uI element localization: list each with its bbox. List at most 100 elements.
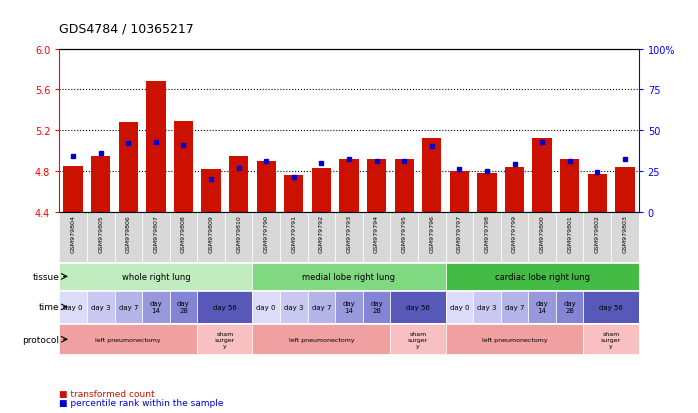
Bar xyxy=(556,212,584,263)
Bar xyxy=(505,167,524,212)
Bar xyxy=(445,212,473,263)
Bar xyxy=(584,212,611,263)
Bar xyxy=(584,291,639,323)
Bar xyxy=(142,291,170,323)
Bar xyxy=(170,291,198,323)
Bar xyxy=(445,291,473,323)
Bar xyxy=(59,263,253,290)
Bar xyxy=(174,122,193,212)
Bar xyxy=(390,324,445,354)
Text: day
28: day 28 xyxy=(563,301,576,314)
Text: day 7: day 7 xyxy=(119,304,138,310)
Text: tissue: tissue xyxy=(32,272,59,281)
Bar xyxy=(284,176,304,212)
Bar xyxy=(59,324,198,354)
Bar xyxy=(418,212,445,263)
Text: GSM979807: GSM979807 xyxy=(154,215,158,252)
Text: day 56: day 56 xyxy=(213,304,237,310)
Bar xyxy=(363,212,390,263)
Text: day 7: day 7 xyxy=(505,304,524,310)
Bar xyxy=(560,159,579,212)
Bar xyxy=(363,291,390,323)
Text: day 3: day 3 xyxy=(284,304,304,310)
Text: GSM979797: GSM979797 xyxy=(457,215,462,253)
Bar xyxy=(280,212,308,263)
Text: GSM979796: GSM979796 xyxy=(429,215,434,252)
Text: sham
surger
y: sham surger y xyxy=(215,331,235,348)
Bar xyxy=(477,173,496,212)
Text: day
14: day 14 xyxy=(343,301,355,314)
Text: day
28: day 28 xyxy=(177,301,190,314)
Text: GSM979809: GSM979809 xyxy=(209,215,214,252)
Bar xyxy=(91,156,110,212)
Text: GSM979803: GSM979803 xyxy=(623,215,628,252)
Bar xyxy=(257,161,276,212)
Text: day 0: day 0 xyxy=(64,304,83,310)
Text: GSM979804: GSM979804 xyxy=(70,215,75,252)
Text: GSM979808: GSM979808 xyxy=(181,215,186,252)
Bar xyxy=(114,212,142,263)
Text: GDS4784 / 10365217: GDS4784 / 10365217 xyxy=(59,22,194,35)
Text: ■ transformed count: ■ transformed count xyxy=(59,389,155,398)
Bar xyxy=(229,156,248,212)
Text: medial lobe right lung: medial lobe right lung xyxy=(302,272,396,281)
Bar xyxy=(339,159,359,212)
Bar xyxy=(119,123,138,212)
Text: day 3: day 3 xyxy=(477,304,497,310)
Text: day 3: day 3 xyxy=(91,304,110,310)
Text: GSM979793: GSM979793 xyxy=(346,215,352,253)
Bar xyxy=(142,212,170,263)
Text: cardiac lobe right lung: cardiac lobe right lung xyxy=(495,272,590,281)
Bar xyxy=(253,324,390,354)
Text: left pneumonectomy: left pneumonectomy xyxy=(482,337,547,342)
Text: day
14: day 14 xyxy=(536,301,549,314)
Text: protocol: protocol xyxy=(22,335,59,344)
Text: day 56: day 56 xyxy=(599,304,623,310)
Bar xyxy=(584,324,639,354)
Bar xyxy=(202,169,221,212)
Bar xyxy=(280,291,308,323)
Text: day 7: day 7 xyxy=(312,304,331,310)
Text: left pneumonectomy: left pneumonectomy xyxy=(96,337,161,342)
Bar xyxy=(445,324,584,354)
Bar xyxy=(253,212,280,263)
Text: GSM979791: GSM979791 xyxy=(291,215,297,252)
Bar xyxy=(533,139,551,212)
Bar xyxy=(422,139,441,212)
Bar xyxy=(556,291,584,323)
Bar xyxy=(528,291,556,323)
Bar xyxy=(312,169,331,212)
Bar xyxy=(225,212,253,263)
Text: day
14: day 14 xyxy=(149,301,162,314)
Bar xyxy=(170,212,198,263)
Text: sham
surger
y: sham surger y xyxy=(601,331,621,348)
Text: day 0: day 0 xyxy=(450,304,469,310)
Bar xyxy=(390,291,445,323)
Bar xyxy=(500,212,528,263)
Bar xyxy=(87,291,114,323)
Bar xyxy=(59,212,87,263)
Bar xyxy=(59,291,87,323)
Bar xyxy=(367,159,386,212)
Text: day 0: day 0 xyxy=(256,304,276,310)
Bar xyxy=(147,82,165,212)
Text: GSM979794: GSM979794 xyxy=(374,215,379,253)
Text: GSM979810: GSM979810 xyxy=(236,215,241,252)
Bar xyxy=(308,291,335,323)
Text: GSM979805: GSM979805 xyxy=(98,215,103,252)
Text: GSM979800: GSM979800 xyxy=(540,215,544,252)
Bar xyxy=(394,159,414,212)
Text: GSM979798: GSM979798 xyxy=(484,215,489,252)
Bar xyxy=(390,212,418,263)
Bar xyxy=(253,263,445,290)
Bar xyxy=(528,212,556,263)
Bar xyxy=(198,212,225,263)
Bar xyxy=(335,212,363,263)
Bar xyxy=(500,291,528,323)
Text: day
28: day 28 xyxy=(370,301,383,314)
Bar xyxy=(308,212,335,263)
Text: sham
surger
y: sham surger y xyxy=(408,331,428,348)
Text: GSM979790: GSM979790 xyxy=(264,215,269,252)
Bar xyxy=(198,291,253,323)
Bar xyxy=(588,174,607,212)
